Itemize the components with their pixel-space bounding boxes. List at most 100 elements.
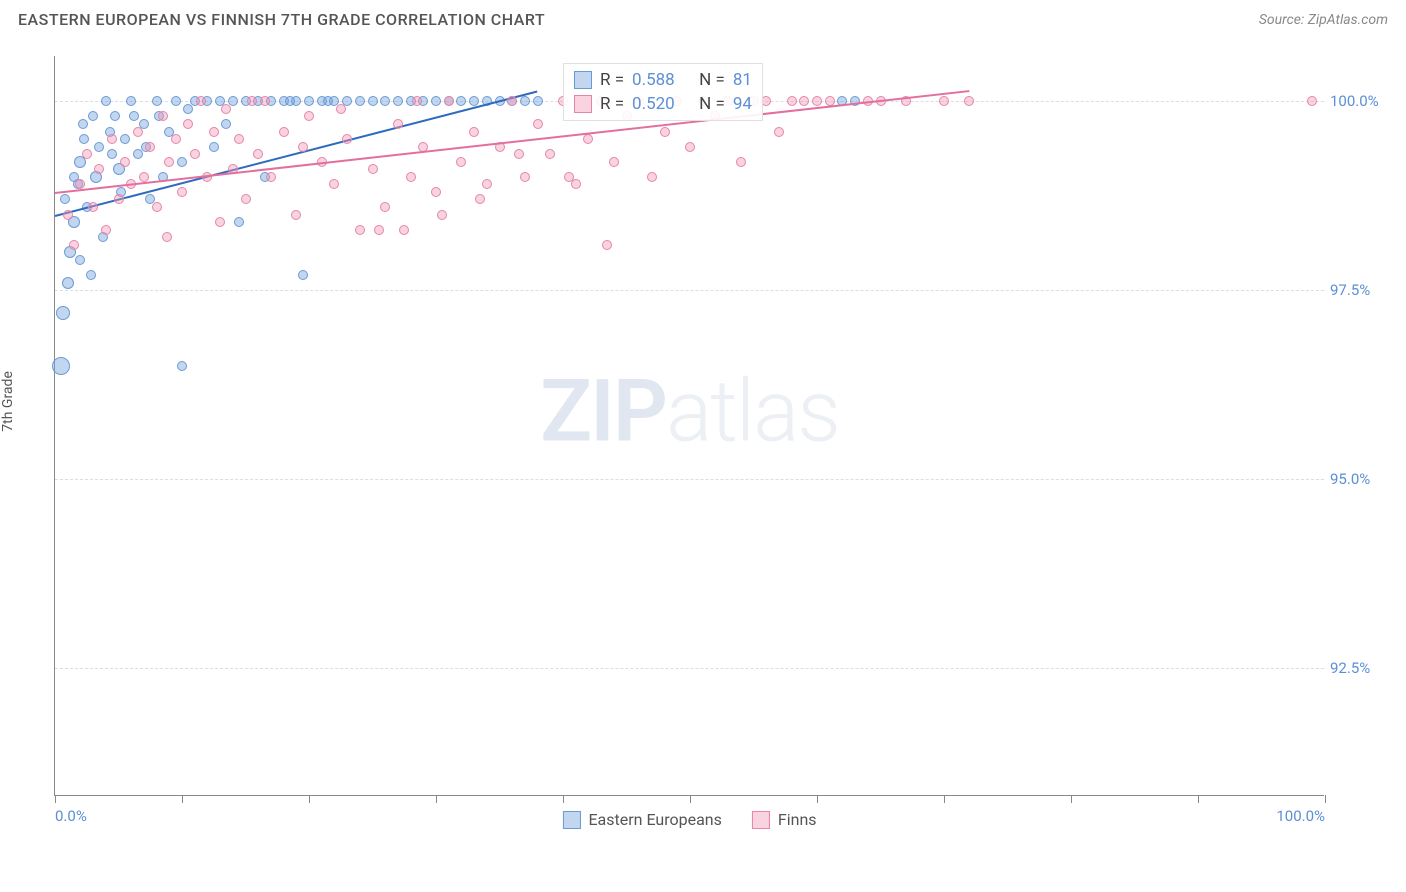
gridline	[55, 479, 1324, 480]
r-label: R =	[600, 94, 624, 114]
y-axis-label: 7th Grade	[0, 371, 16, 432]
scatter-point	[133, 127, 143, 137]
scatter-point	[380, 202, 390, 212]
stats-row: R = 0.520 N = 94	[574, 92, 752, 116]
scatter-point	[298, 142, 308, 152]
watermark-atlas: atlas	[666, 360, 839, 461]
scatter-point	[355, 96, 365, 106]
scatter-point	[69, 240, 79, 250]
r-value: 0.520	[632, 94, 675, 114]
scatter-point	[152, 202, 162, 212]
scatter-point	[1307, 96, 1317, 106]
scatter-point	[564, 172, 574, 182]
legend-label: Eastern Europeans	[588, 810, 721, 829]
legend-swatch	[752, 811, 770, 829]
scatter-point	[162, 232, 172, 242]
y-tick-label: 100.0%	[1330, 92, 1400, 110]
x-tick	[1198, 795, 1199, 803]
scatter-point	[79, 134, 89, 144]
scatter-point	[101, 96, 111, 106]
scatter-point	[139, 172, 149, 182]
scatter-point	[190, 149, 200, 159]
stats-row: R = 0.588 N = 81	[574, 68, 752, 92]
watermark: ZIPatlas	[540, 360, 839, 461]
scatter-point	[107, 149, 117, 159]
scatter-point	[514, 149, 524, 159]
scatter-point	[145, 142, 155, 152]
n-value: 81	[733, 70, 752, 90]
scatter-point	[86, 270, 96, 280]
scatter-point	[129, 111, 139, 121]
n-value: 94	[733, 94, 752, 114]
gridline	[55, 668, 1324, 669]
scatter-point	[685, 142, 695, 152]
scatter-point	[82, 149, 92, 159]
scatter-point	[380, 96, 390, 106]
scatter-point	[253, 149, 263, 159]
scatter-point	[469, 127, 479, 137]
scatter-point	[221, 119, 231, 129]
scatter-point	[52, 357, 70, 375]
scatter-point	[456, 157, 466, 167]
watermark-zip: ZIP	[540, 360, 666, 461]
source-name: ZipAtlas.com	[1308, 12, 1388, 28]
n-label: N =	[699, 94, 725, 114]
scatter-point	[260, 96, 270, 106]
scatter-point	[75, 255, 85, 265]
scatter-point	[609, 157, 619, 167]
scatter-point	[152, 96, 162, 106]
scatter-point	[431, 96, 441, 106]
scatter-point	[183, 119, 193, 129]
scatter-point	[101, 225, 111, 235]
scatter-point	[482, 179, 492, 189]
scatter-point	[177, 361, 187, 371]
scatter-point	[812, 96, 822, 106]
scatter-point	[602, 240, 612, 250]
scatter-point	[399, 225, 409, 235]
scatter-point	[660, 127, 670, 137]
scatter-point	[62, 277, 74, 289]
scatter-point	[88, 202, 98, 212]
x-tick	[309, 795, 310, 803]
scatter-point	[241, 194, 251, 204]
scatter-point	[456, 96, 466, 106]
scatter-point	[304, 111, 314, 121]
scatter-point	[368, 164, 378, 174]
scatter-point	[787, 96, 797, 106]
legend-swatch	[574, 95, 592, 113]
scatter-point	[247, 96, 257, 106]
source-credit: Source: ZipAtlas.com	[1259, 12, 1388, 28]
scatter-point	[298, 270, 308, 280]
scatter-point	[291, 210, 301, 220]
stats-legend: R = 0.588 N = 81R = 0.520 N = 94	[563, 63, 763, 121]
scatter-point	[964, 96, 974, 106]
scatter-point	[171, 96, 181, 106]
source-label: Source:	[1259, 12, 1308, 28]
scatter-point	[120, 157, 130, 167]
scatter-point	[234, 134, 244, 144]
scatter-point	[171, 134, 181, 144]
scatter-point	[126, 96, 136, 106]
scatter-point	[406, 172, 416, 182]
scatter-point	[177, 187, 187, 197]
scatter-point	[520, 172, 530, 182]
scatter-point	[120, 134, 130, 144]
x-tick-label: 0.0%	[55, 807, 87, 825]
scatter-point	[393, 96, 403, 106]
scatter-point	[114, 194, 124, 204]
chart-title: EASTERN EUROPEAN VS FINNISH 7TH GRADE CO…	[18, 10, 545, 29]
scatter-point	[266, 172, 276, 182]
scatter-point	[545, 149, 555, 159]
legend-item: Finns	[752, 810, 817, 829]
scatter-point	[342, 134, 352, 144]
scatter-point	[355, 225, 365, 235]
scatter-point	[444, 96, 454, 106]
scatter-point	[507, 96, 517, 106]
scatter-point	[209, 142, 219, 152]
legend-label: Finns	[778, 810, 817, 829]
scatter-point	[279, 127, 289, 137]
chart-container: 7th Grade ZIPatlas 92.5%95.0%97.5%100.0%…	[0, 44, 1406, 864]
y-tick-label: 97.5%	[1330, 281, 1400, 299]
scatter-plot: ZIPatlas 92.5%95.0%97.5%100.0%0.0%100.0%…	[54, 56, 1324, 796]
scatter-point	[368, 96, 378, 106]
